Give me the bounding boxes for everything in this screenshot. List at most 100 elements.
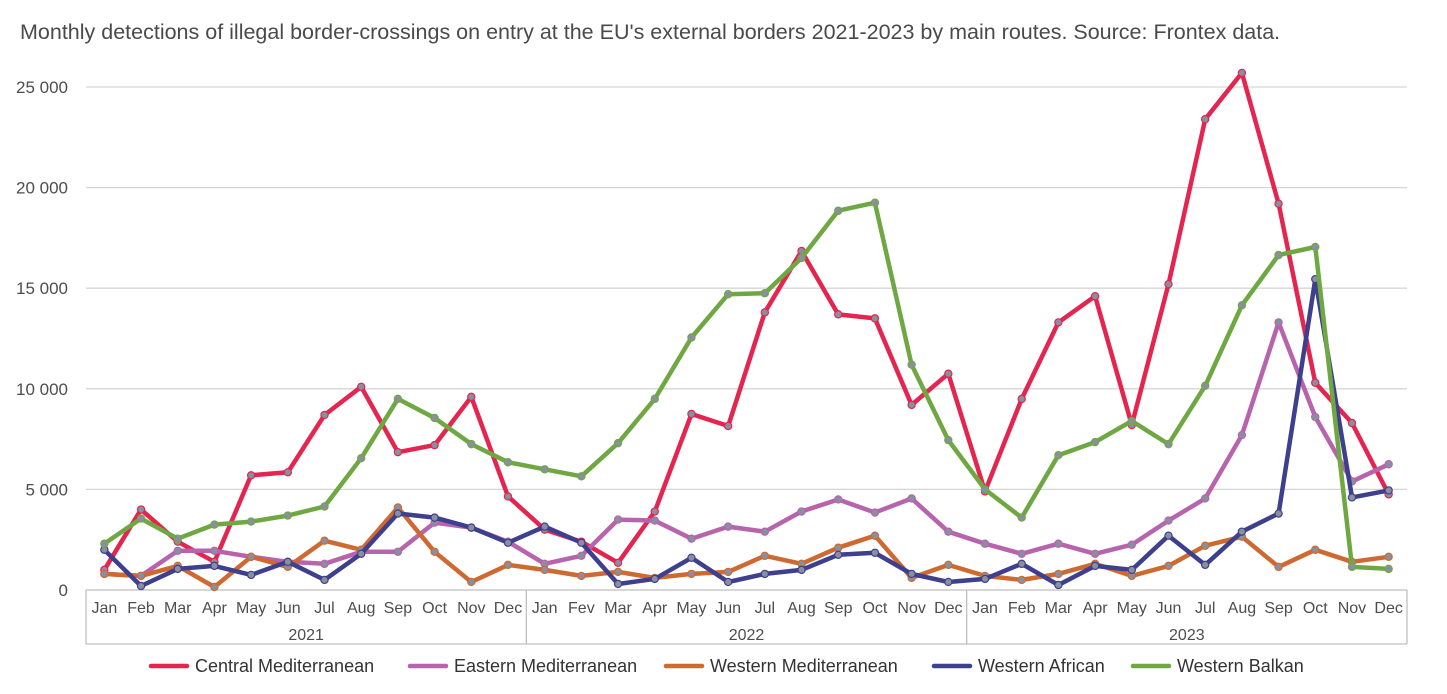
x-tick-label: Nov xyxy=(1338,600,1366,617)
x-tick-label: Aug xyxy=(787,600,815,617)
data-point xyxy=(467,392,476,402)
y-tick-label: 20 000 xyxy=(16,179,68,198)
data-point xyxy=(1090,437,1100,447)
data-point xyxy=(136,571,146,581)
x-tick-label: Fev xyxy=(568,600,595,617)
x-group-label: 2022 xyxy=(729,627,765,644)
y-tick-label: 25 000 xyxy=(16,78,68,97)
data-point xyxy=(650,394,659,404)
x-tick-label: Jun xyxy=(275,600,301,617)
data-point xyxy=(687,553,696,563)
x-tick-label: Jul xyxy=(314,600,334,617)
data-point xyxy=(687,333,696,342)
data-point xyxy=(723,522,733,531)
data-point xyxy=(320,559,329,569)
data-point xyxy=(503,538,513,547)
data-point xyxy=(1017,394,1026,404)
data-point xyxy=(173,564,182,574)
x-tick-label: Dec xyxy=(1374,600,1402,617)
data-point xyxy=(1384,486,1393,495)
data-point xyxy=(1054,539,1063,548)
data-point xyxy=(320,502,329,511)
data-point xyxy=(1164,561,1173,571)
data-point xyxy=(577,551,586,560)
data-point xyxy=(1200,494,1210,503)
data-point xyxy=(320,575,329,585)
data-point xyxy=(944,527,953,536)
x-tick-label: Jun xyxy=(715,600,741,617)
data-point xyxy=(1164,439,1173,449)
data-point xyxy=(1384,552,1393,562)
data-point xyxy=(907,400,916,410)
data-point xyxy=(613,438,623,448)
data-point xyxy=(503,492,513,501)
x-tick-label: Oct xyxy=(422,600,447,617)
data-point xyxy=(1164,531,1173,540)
data-point xyxy=(1127,540,1136,549)
data-point xyxy=(246,471,256,480)
data-point xyxy=(944,577,953,587)
data-point xyxy=(283,557,293,567)
data-point xyxy=(393,547,403,556)
data-point xyxy=(393,447,403,457)
x-group-label: 2023 xyxy=(1169,627,1205,644)
data-point xyxy=(393,394,403,404)
x-tick-label: Mar xyxy=(1045,600,1073,617)
x-tick-label: Jan xyxy=(532,600,558,617)
data-point xyxy=(907,494,916,503)
data-point xyxy=(1164,279,1173,289)
x-tick-label: Jun xyxy=(1156,600,1182,617)
legend-item: Eastern Mediterranean xyxy=(407,656,637,676)
data-point xyxy=(1274,562,1283,572)
data-point xyxy=(1237,430,1247,440)
data-point xyxy=(467,523,476,532)
data-point xyxy=(100,569,109,579)
data-point xyxy=(577,538,586,547)
data-point xyxy=(210,561,219,571)
data-point xyxy=(760,527,770,536)
data-point xyxy=(1237,68,1247,78)
data-point xyxy=(650,516,659,525)
series-line xyxy=(102,276,1391,589)
data-point xyxy=(797,507,806,516)
data-point xyxy=(1347,562,1357,572)
data-point xyxy=(1237,301,1247,310)
data-point xyxy=(1311,242,1320,252)
x-tick-label: Oct xyxy=(1303,600,1328,617)
data-point xyxy=(430,547,439,556)
data-point xyxy=(430,440,439,450)
legend-label: Western African xyxy=(978,656,1105,676)
x-tick-label: Jul xyxy=(1195,600,1215,617)
chart-title: Monthly detections of illegal border-cro… xyxy=(20,20,1281,44)
legend-label: Western Mediterranean xyxy=(710,656,898,676)
data-point xyxy=(834,206,843,215)
data-point xyxy=(723,290,733,299)
series-central-mediterranean xyxy=(100,68,1393,575)
data-point xyxy=(944,560,953,570)
x-tick-label: Nov xyxy=(457,600,485,617)
data-point xyxy=(577,472,586,481)
data-point xyxy=(1017,549,1026,558)
data-point xyxy=(613,567,623,577)
data-point xyxy=(760,569,770,579)
x-tick-label: Sep xyxy=(384,600,413,617)
data-point xyxy=(1274,318,1283,327)
data-point xyxy=(136,581,146,591)
x-axis: Jan Feb Mar Apr May Jun Jul Aug Sep Oct Nov Dec 2021… xyxy=(85,589,1408,645)
data-point xyxy=(430,413,439,423)
data-point xyxy=(687,534,696,543)
data-point xyxy=(1200,541,1210,550)
data-point xyxy=(246,552,256,562)
data-point xyxy=(613,515,623,524)
x-tick-label: Mar xyxy=(604,600,632,617)
data-point xyxy=(944,369,953,378)
series-western-balkan xyxy=(100,198,1393,574)
data-point xyxy=(246,517,256,526)
data-point xyxy=(650,507,659,516)
data-point xyxy=(723,421,733,431)
data-point xyxy=(1274,509,1283,518)
data-point xyxy=(1090,549,1100,558)
x-tick-label: Oct xyxy=(862,600,887,617)
data-point xyxy=(797,565,806,575)
data-point xyxy=(870,531,880,540)
